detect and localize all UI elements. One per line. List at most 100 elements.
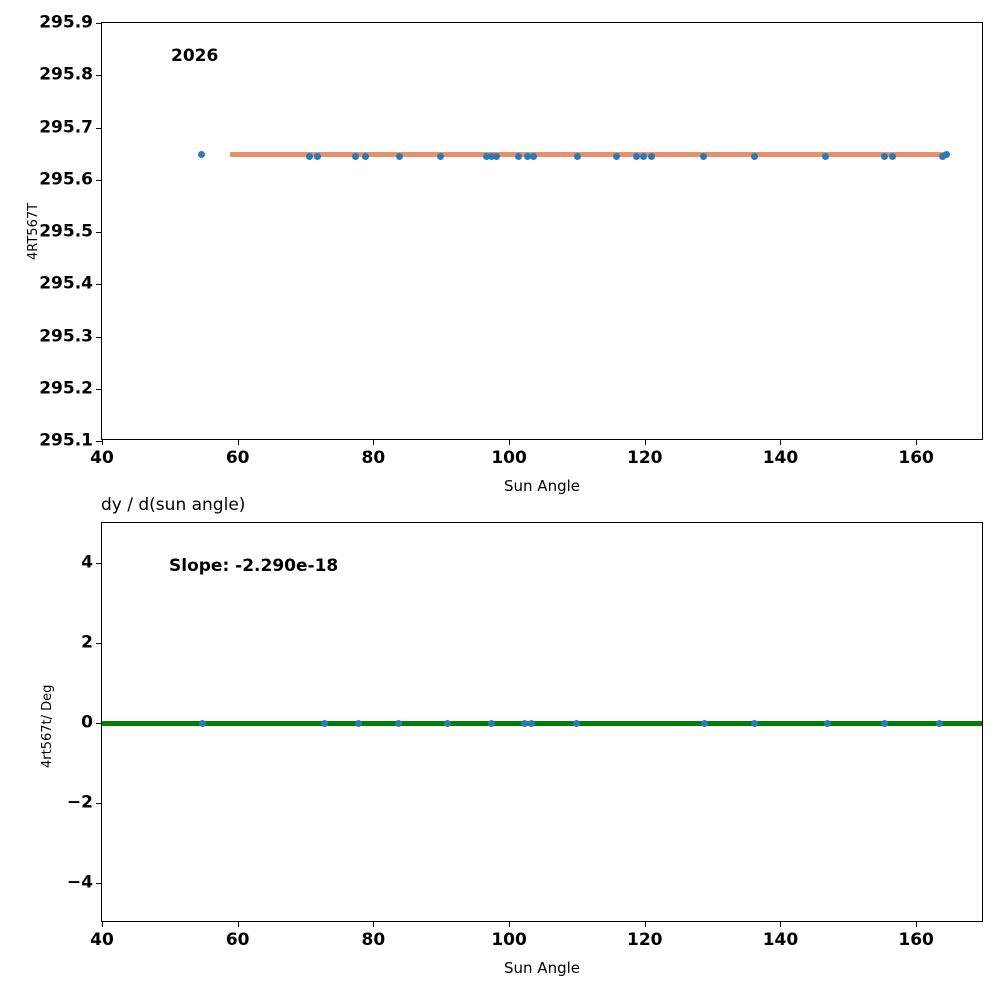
x-axis-tick-label: 160 [898,930,934,950]
trend-line [102,720,982,726]
data-point-marker [443,719,451,727]
bottom-chart-plot-area [102,523,982,921]
data-point-marker [198,719,206,727]
x-axis-tick-label: 80 [361,448,386,468]
top-chart-year-annotation: 2026 [171,46,219,66]
x-axis-tick-label: 80 [361,930,386,950]
data-point-marker [515,152,523,160]
bottom-chart-x-axis-label: Sun Angle [504,959,580,977]
data-point-marker [487,152,495,160]
x-axis-tick-label: 40 [90,448,114,468]
y-axis-tick [96,232,102,233]
y-axis-tick-label: −2 [66,792,93,813]
y-axis-tick-label: 295.3 [39,326,93,346]
x-axis-tick-label: 160 [898,448,934,468]
y-axis-tick-label: 295.5 [39,221,93,242]
top-chart-axes: 2026 4RT567T Sun Angle 295.1 295.2 295.3 29… [26,14,983,495]
data-point-marker [492,152,500,160]
x-axis-tick [102,439,103,445]
y-axis-tick-label: 295.7 [39,117,93,137]
x-axis-tick [509,439,511,445]
data-point-marker [313,152,321,160]
data-point-marker [321,719,329,727]
data-point-marker [613,152,621,160]
x-axis-tick [644,439,646,445]
data-point-marker [639,152,647,160]
data-point-marker [306,152,314,160]
data-point-marker [700,719,708,727]
data-point-marker [530,152,537,160]
x-axis-tick [916,439,918,445]
data-point-marker [881,152,889,160]
x-axis-tick [373,921,375,927]
y-axis-tick-label: 295.2 [39,378,93,399]
y-axis-tick [96,284,102,286]
data-point-marker [521,719,529,727]
y-axis-tick [96,127,102,129]
top-chart-x-axis-label: Sun Angle [504,477,580,495]
data-point-marker [354,719,362,727]
y-axis-tick-label: 295.4 [39,273,93,294]
bottom-chart-y-axis-label: 4rt567t/ Deg [40,684,55,768]
y-axis-tick [96,803,102,804]
data-point-marker [396,152,404,160]
data-point-marker [351,152,359,160]
bottom-chart-axes: Slope: -2.290e-18 4rt567t/ Deg Sun Angle… [40,522,983,977]
data-point-marker [751,152,759,160]
x-axis-tick-label: 140 [762,448,799,468]
y-axis-tick-label: 295.6 [39,169,93,190]
data-point-marker [824,719,832,727]
trend-line [229,151,948,157]
data-point-marker [198,150,206,158]
x-axis-tick-label: 120 [627,930,663,950]
data-point-marker [633,152,641,160]
x-axis-tick [509,921,511,927]
top-chart-plot-area [102,23,982,439]
data-point-marker [880,719,888,727]
y-axis-tick-label: 4 [81,552,93,573]
x-axis-tick [237,921,239,927]
x-axis-tick-label: 140 [762,930,799,950]
data-point-marker [935,719,943,727]
x-axis-tick [780,439,782,445]
x-axis-tick-label: 40 [90,930,114,950]
data-point-marker [523,152,531,160]
bottom-chart-subtitle: dy / d(sun angle) [101,495,246,515]
data-point-marker [821,152,829,160]
data-point-marker [700,152,708,160]
y-axis-tick-label: 0 [81,712,93,733]
y-axis-tick-label: 2 [81,632,93,653]
y-axis-tick [96,563,102,564]
data-point-marker [437,152,445,160]
data-point-marker [648,152,656,160]
bottom-chart-slope-annotation: Slope: -2.290e-18 [169,556,339,576]
data-point-marker [361,152,369,160]
y-axis-tick [96,179,102,181]
y-axis-tick [96,388,102,390]
y-axis-tick [96,23,102,24]
y-axis-tick [96,883,102,884]
data-point-marker [572,719,580,727]
x-axis-tick [780,921,782,927]
x-axis-tick [916,921,918,927]
x-axis-tick [102,921,103,927]
y-axis-tick-label: 295.9 [39,12,93,33]
x-axis-tick-label: 60 [225,448,250,468]
data-point-marker [942,150,950,158]
x-axis-tick-label: 120 [627,448,663,468]
data-point-marker [483,152,491,160]
data-point-marker [574,152,582,160]
x-axis-tick [644,921,646,927]
y-axis-tick [96,441,102,442]
data-point-marker [527,719,535,727]
x-axis-tick [237,439,239,445]
data-point-marker [888,152,896,160]
data-point-marker [487,719,495,727]
x-axis-tick-label: 100 [491,930,527,950]
y-axis-tick [96,723,102,724]
data-point-marker [751,719,759,727]
x-axis-tick [373,439,375,445]
y-axis-tick-label: −4 [66,872,93,893]
x-axis-tick-label: 100 [491,448,527,468]
